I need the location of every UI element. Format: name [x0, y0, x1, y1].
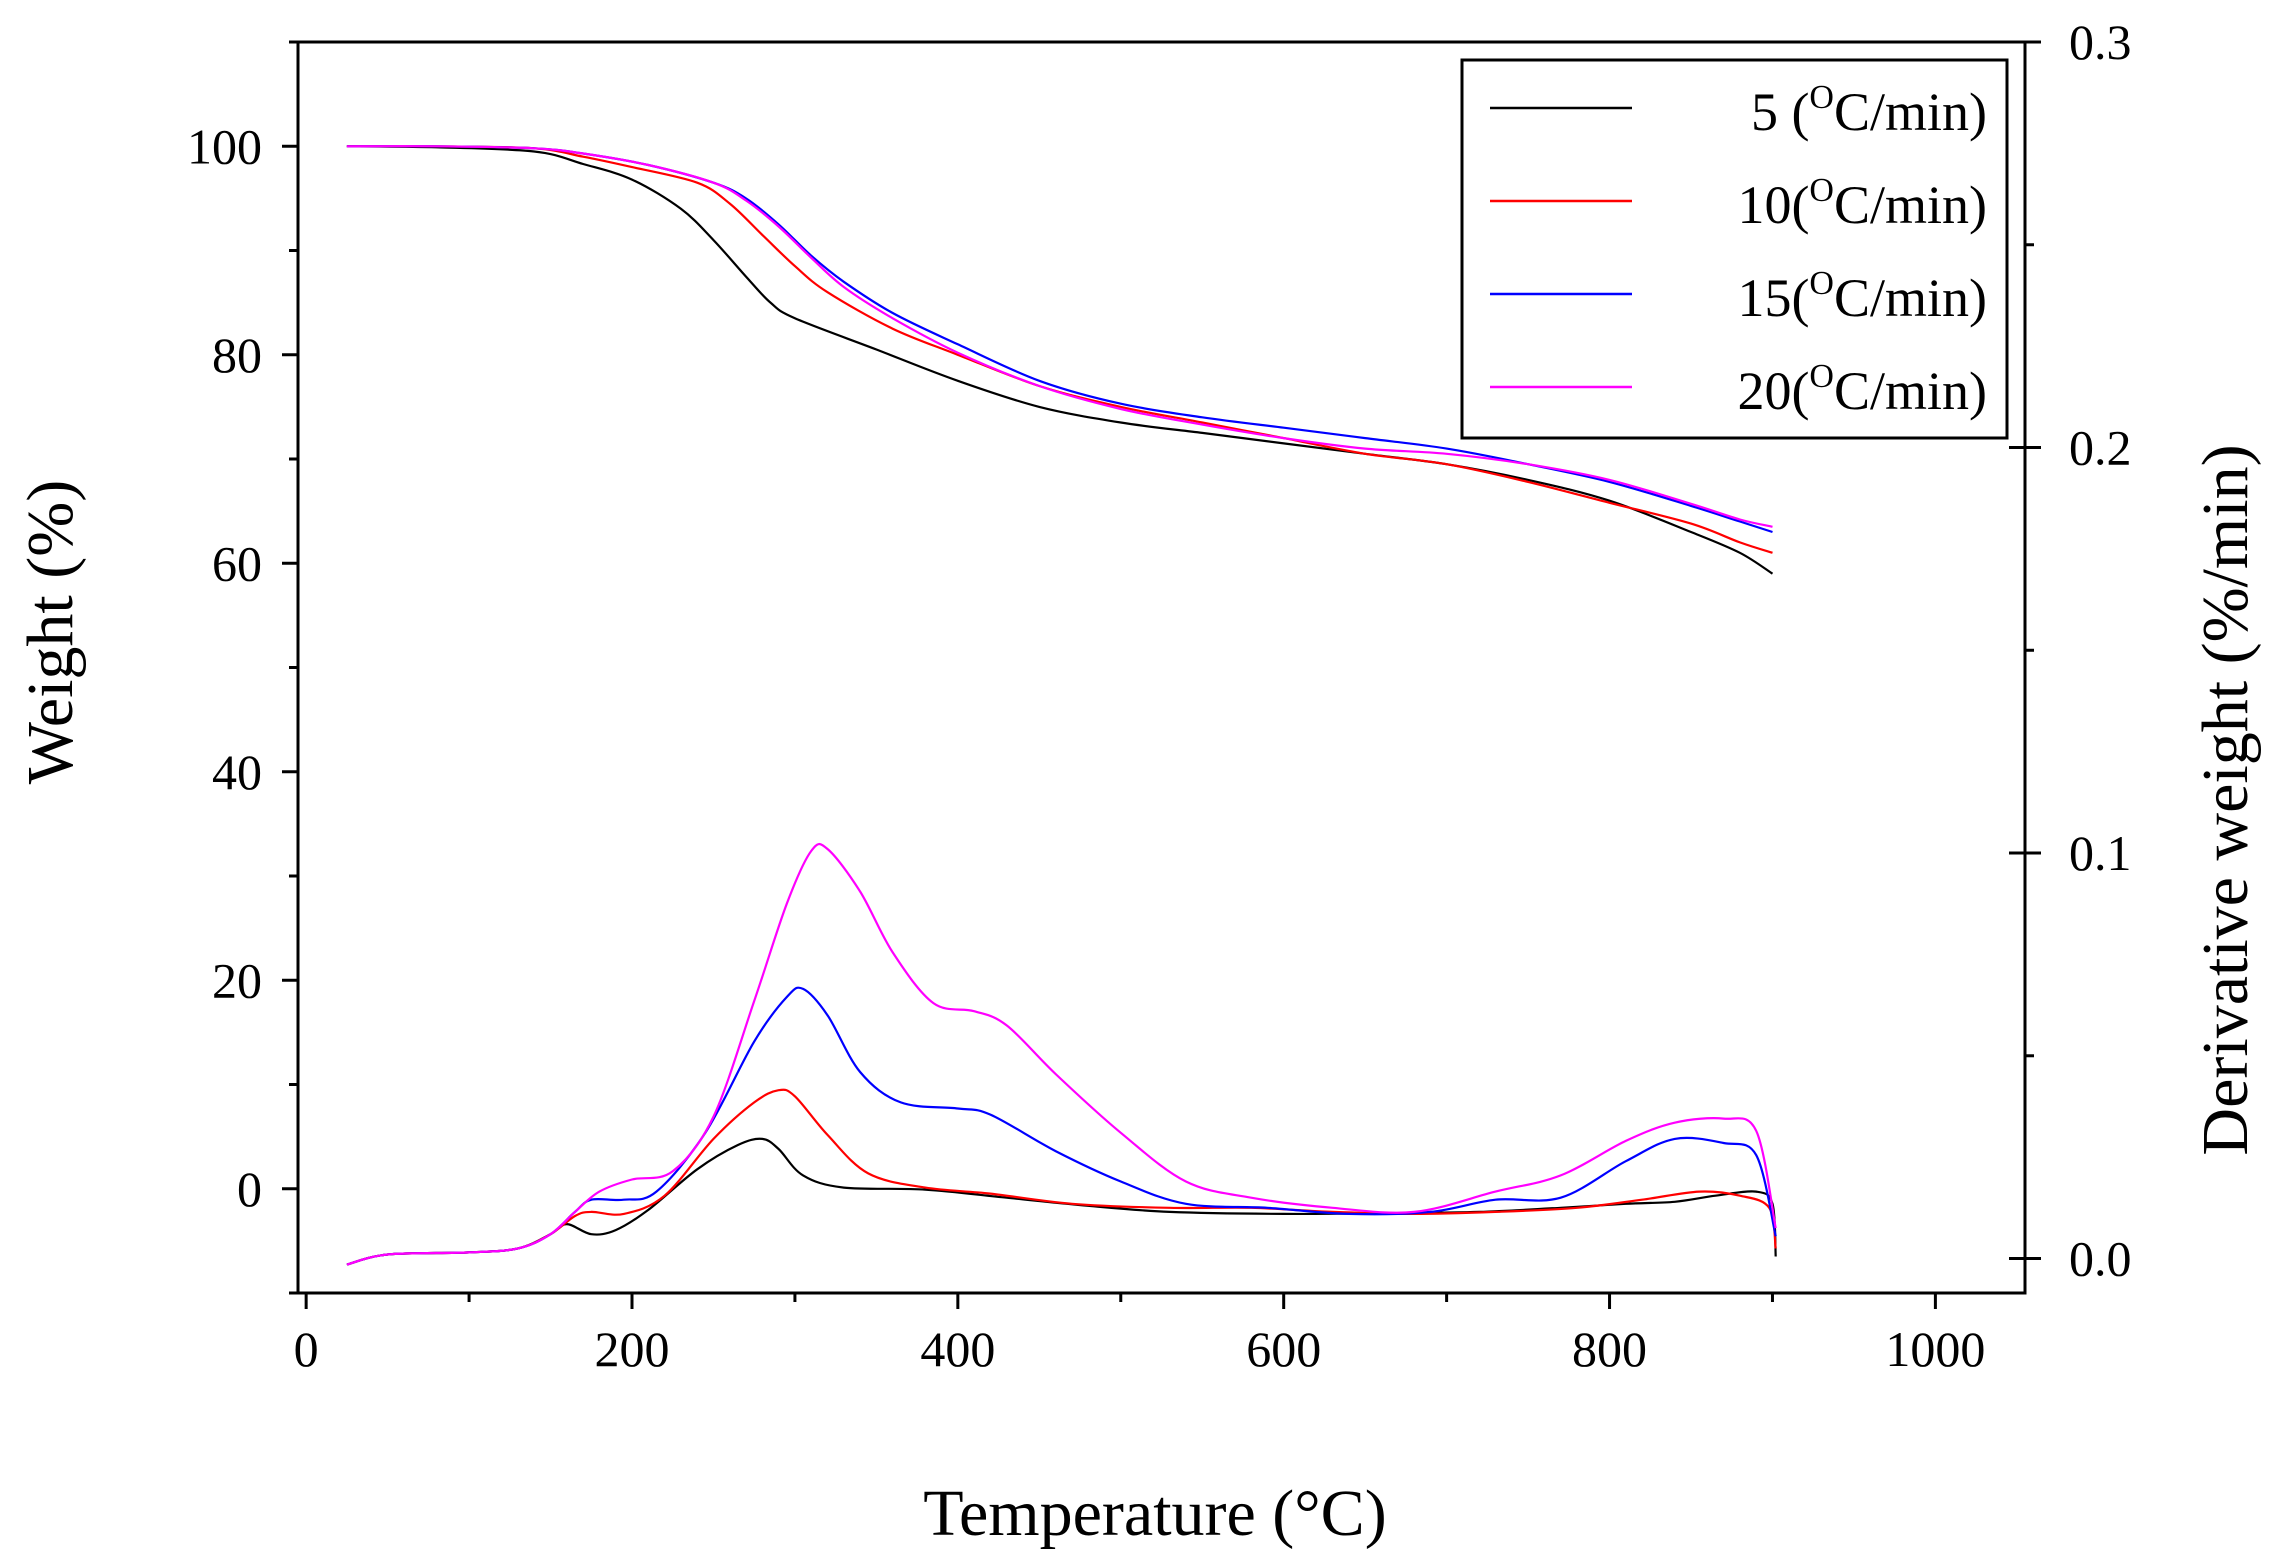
legend-label-main: 10(	[1737, 175, 1809, 235]
y-right-tick-label: 0.1	[2069, 825, 2132, 881]
dtg-curve-series-1	[346, 1137, 1777, 1266]
legend-label-tail: C/min)	[1834, 175, 1987, 235]
legend-label: 15(OC/min)	[1737, 265, 1987, 328]
legend-label-superscript: O	[1809, 172, 1834, 209]
labels-layer: Temperature (°C) Weight (%) Derivative w…	[14, 444, 2262, 1550]
legend-label-main: 15(	[1737, 268, 1809, 328]
x-axis-title: Temperature (°C)	[923, 1477, 1386, 1550]
legend-label-main: 5 (	[1751, 82, 1809, 142]
axes-layer: 0 200 400 600 800 1000 0 20 40 60 80 100 0.0 0.1 0.2 0.…	[187, 14, 2132, 1377]
x-tick-label: 400	[920, 1321, 995, 1377]
legend-box	[1460, 58, 2009, 440]
y-left-tick-label: 40	[212, 744, 262, 800]
legend-label-tail: C/min)	[1834, 268, 1987, 328]
legend-label-superscript: O	[1809, 79, 1834, 116]
y-left-tick-label: 20	[212, 952, 262, 1008]
legend-label: 20(OC/min)	[1737, 358, 1987, 421]
legend: 5 (OC/min)10(OC/min)15(OC/min)20(OC/min)	[1460, 58, 2009, 440]
tga-curve-series-4	[346, 145, 1773, 528]
tga-curve-series-1	[346, 145, 1774, 575]
x-tick-label: 1000	[1885, 1321, 1985, 1377]
y-left-tick-label: 100	[187, 118, 262, 174]
y-right-tick-label: 0.2	[2069, 420, 2132, 476]
y-right-axis-title: Derivative weight (%/min)	[2189, 444, 2262, 1155]
x-tick-label: 600	[1246, 1321, 1321, 1377]
legend-label: 10(OC/min)	[1737, 172, 1987, 235]
y-right-tick-label: 0.0	[2069, 1231, 2132, 1287]
x-tick-label: 0	[294, 1321, 319, 1377]
x-tick-label: 800	[1572, 1321, 1647, 1377]
legend-label-main: 20(	[1737, 361, 1809, 421]
dtg-curve-series-3	[346, 986, 1777, 1266]
legend-label: 5 (OC/min)	[1751, 79, 1987, 142]
y-left-axis-title: Weight (%)	[14, 480, 87, 784]
dtg-curve-series-2	[346, 1088, 1777, 1266]
y-left-tick-label: 80	[212, 327, 262, 383]
dtg-curve-series-4	[346, 842, 1777, 1266]
y-left-tick-label: 0	[237, 1161, 262, 1217]
legend-label-superscript: O	[1809, 358, 1834, 395]
y-right-tick-label: 0.3	[2069, 14, 2132, 70]
legend-label-tail: C/min)	[1834, 82, 1987, 142]
legend-label-superscript: O	[1809, 265, 1834, 302]
x-tick-label: 200	[594, 1321, 669, 1377]
legend-label-tail: C/min)	[1834, 361, 1987, 421]
y-left-tick-label: 60	[212, 535, 262, 591]
curves-layer	[346, 145, 1777, 1266]
